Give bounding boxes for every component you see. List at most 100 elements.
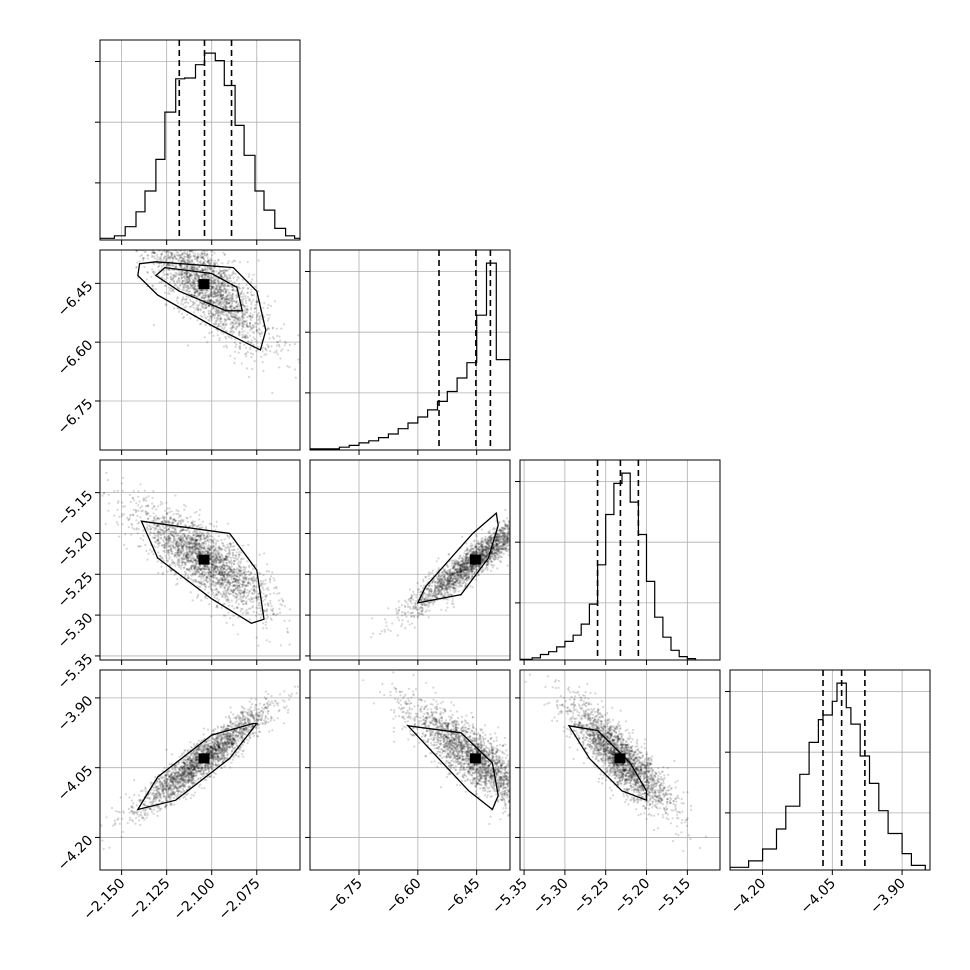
scatter-point <box>218 570 221 573</box>
scatter-point <box>177 563 180 566</box>
scatter-point <box>245 308 248 311</box>
scatter-point <box>193 280 196 283</box>
scatter-point <box>210 552 213 555</box>
scatter-point <box>129 199 131 201</box>
scatter-point <box>245 322 248 325</box>
scatter-point <box>272 592 275 595</box>
scatter-point <box>222 293 225 296</box>
scatter-point <box>214 259 217 262</box>
scatter-point <box>225 288 228 291</box>
scatter-point <box>228 567 231 570</box>
scatter-point <box>173 562 176 565</box>
scatter-point <box>206 581 209 584</box>
scatter-point <box>217 290 220 293</box>
scatter-point <box>192 300 195 303</box>
scatter-point <box>179 256 182 259</box>
scatter-point <box>221 270 224 273</box>
scatter-point <box>264 603 267 606</box>
scatter-point <box>170 510 173 513</box>
scatter-point <box>188 274 191 277</box>
scatter-point <box>136 234 138 236</box>
scatter-point <box>227 302 230 305</box>
scatter-point <box>221 569 224 572</box>
scatter-point <box>222 563 225 567</box>
scatter-point <box>212 322 215 325</box>
scatter-point <box>132 204 134 206</box>
scatter-point <box>229 561 232 564</box>
scatter-point <box>198 518 201 521</box>
scatter-point <box>193 558 196 561</box>
scatter-point <box>163 546 166 549</box>
scatter-point <box>185 536 188 540</box>
scatter-point <box>455 574 459 577</box>
scatter-point <box>248 573 251 576</box>
scatter-point <box>217 590 220 593</box>
scatter-point <box>242 599 245 602</box>
scatter-point <box>250 577 253 580</box>
scatter-point <box>196 525 199 528</box>
scatter-point <box>219 583 222 586</box>
scatter-point <box>157 542 160 545</box>
scatter-point <box>218 582 221 585</box>
scatter-point <box>188 277 191 281</box>
scatter-point <box>212 568 215 571</box>
scatter-point <box>224 269 227 273</box>
scatter-point <box>155 508 158 511</box>
scatter-point <box>193 520 196 523</box>
scatter-point <box>184 541 187 544</box>
scatter-point <box>226 580 229 583</box>
scatter-point <box>438 592 441 595</box>
scatter-point <box>158 265 161 268</box>
scatter-point <box>496 543 499 547</box>
scatter-point <box>196 258 199 261</box>
scatter-point <box>176 281 179 284</box>
scatter-point <box>192 550 195 553</box>
scatter-point <box>187 276 190 279</box>
scatter-point <box>223 275 226 278</box>
scatter-point <box>214 546 217 549</box>
scatter-point <box>227 284 230 287</box>
scatter-point <box>215 301 218 304</box>
scatter-point <box>194 566 197 569</box>
scatter-point <box>202 255 205 258</box>
scatter-point <box>190 538 193 541</box>
scatter-point <box>187 559 190 562</box>
scatter-point <box>196 275 199 278</box>
scatter-point <box>174 553 177 556</box>
scatter-point <box>251 294 254 297</box>
scatter-point <box>225 578 228 581</box>
scatter-point <box>222 561 225 564</box>
scatter-point <box>128 518 131 521</box>
scatter-point <box>234 320 237 324</box>
scatter-point <box>206 268 209 271</box>
scatter-point <box>220 293 223 296</box>
scatter-point <box>152 490 155 493</box>
scatter-point <box>235 601 238 604</box>
scatter-point <box>207 566 210 569</box>
scatter-point <box>209 578 212 581</box>
scatter-point <box>197 269 200 272</box>
scatter-point <box>186 535 189 538</box>
scatter-point <box>186 281 189 284</box>
scatter-point <box>206 580 209 583</box>
scatter-point <box>227 316 230 319</box>
scatter-point <box>244 566 247 569</box>
scatter-point <box>156 517 159 520</box>
scatter-point <box>192 287 195 290</box>
scatter-point <box>231 590 234 593</box>
scatter-point <box>169 546 172 549</box>
scatter-point <box>207 298 210 301</box>
scatter-point <box>175 257 178 260</box>
scatter-point <box>202 547 206 550</box>
scatter-point <box>131 523 134 527</box>
scatter-point <box>188 272 191 275</box>
scatter-point <box>253 588 256 591</box>
scatter-point <box>190 267 193 270</box>
scatter-point <box>201 289 204 292</box>
scatter-point <box>148 244 150 246</box>
scatter-point <box>154 234 156 236</box>
scatter-point <box>170 254 173 257</box>
scatter-point <box>225 269 228 272</box>
scatter-point <box>216 578 219 581</box>
scatter-point <box>186 568 189 571</box>
